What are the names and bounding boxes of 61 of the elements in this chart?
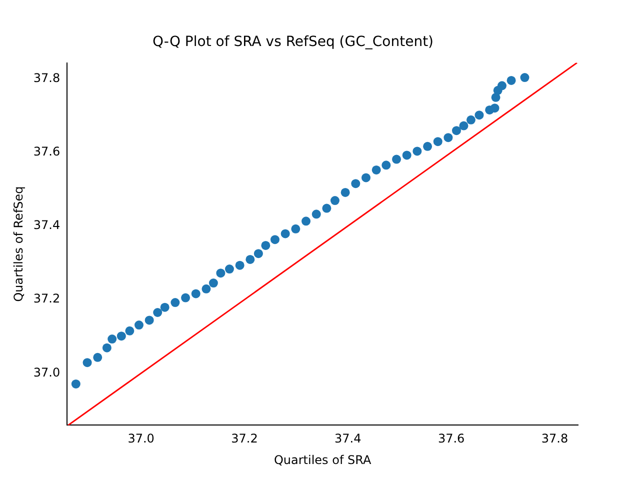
point	[444, 133, 453, 142]
point	[452, 126, 461, 136]
point	[216, 268, 226, 278]
point	[254, 249, 263, 258]
y-tick-label: 37.2	[33, 292, 60, 306]
point	[93, 352, 102, 362]
point	[208, 278, 218, 288]
point	[116, 332, 126, 341]
point	[474, 110, 484, 120]
point	[202, 284, 211, 294]
point	[270, 235, 280, 244]
point	[280, 229, 290, 238]
point	[302, 216, 311, 226]
x-tick-label: 37.8	[541, 432, 568, 446]
point	[490, 104, 500, 113]
y-tick-label: 37.0	[33, 365, 60, 380]
point	[246, 254, 255, 264]
point	[372, 165, 381, 174]
y-axis-title: Quartiles of RefSeq	[11, 186, 26, 302]
point	[340, 188, 350, 197]
point	[261, 240, 270, 250]
y-tick-label: 37.4	[33, 218, 60, 232]
point	[412, 146, 422, 156]
point	[330, 196, 340, 206]
point	[520, 73, 530, 82]
point	[153, 308, 162, 318]
y-tick-label: 37.6	[33, 144, 60, 158]
x-tick-label: 37.6	[438, 432, 465, 446]
point	[497, 81, 506, 90]
y-tick-label: 37.8	[33, 70, 60, 85]
x-tick-label: 37.0	[128, 432, 154, 446]
point	[382, 160, 391, 170]
point	[322, 204, 332, 213]
point	[71, 379, 80, 388]
chart-title: Q-Q Plot of SRA vs RefSeq (GC_Content)	[152, 34, 434, 50]
point	[459, 121, 468, 130]
point	[423, 142, 432, 151]
x-axis-title: Quartiles of SRA	[274, 452, 372, 467]
point	[466, 115, 476, 124]
point	[506, 76, 516, 85]
point	[235, 260, 244, 270]
point	[291, 224, 300, 234]
point	[82, 358, 92, 368]
point	[102, 343, 112, 352]
x-tick-label: 37.4	[334, 432, 362, 446]
point	[402, 150, 412, 160]
point	[392, 154, 402, 164]
point	[224, 264, 234, 274]
point	[108, 334, 117, 344]
point	[181, 293, 190, 302]
point	[170, 298, 180, 308]
point	[361, 173, 370, 182]
point	[312, 210, 321, 219]
point	[433, 137, 442, 146]
point	[125, 326, 134, 336]
point	[160, 302, 170, 312]
point	[134, 320, 144, 330]
x-tick-label: 37.2	[231, 432, 258, 446]
point	[191, 289, 200, 298]
point	[144, 316, 154, 325]
point	[351, 179, 360, 188]
